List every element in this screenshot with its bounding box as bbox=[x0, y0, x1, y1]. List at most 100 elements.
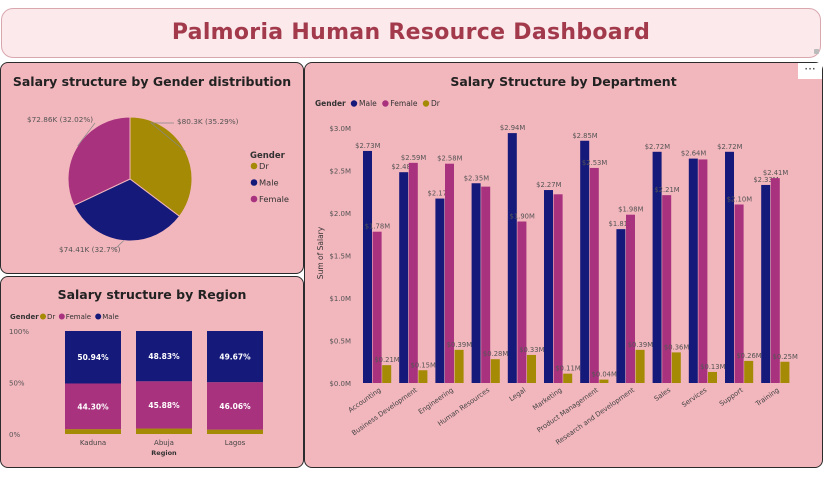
region-panel-title: Salary structure by Region bbox=[57, 287, 247, 302]
region-bar-segment-female[interactable] bbox=[65, 383, 121, 430]
dept-data-label: $0.26M bbox=[736, 352, 761, 360]
region-y-tick: 0% bbox=[9, 431, 20, 439]
dept-bar-dr[interactable] bbox=[490, 359, 500, 383]
dept-bar-female[interactable] bbox=[372, 231, 382, 383]
dept-bar-female[interactable] bbox=[517, 221, 527, 384]
pie-legend-title: Gender bbox=[250, 151, 286, 161]
dept-legend-label-male[interactable]: Male bbox=[359, 99, 377, 108]
region-salary-panel: Salary structure by Region Gender Dr Femal… bbox=[0, 276, 304, 468]
pie-legend-label-dr[interactable]: Dr bbox=[259, 161, 269, 171]
dept-bar-female[interactable] bbox=[589, 167, 599, 383]
dept-bar-male[interactable] bbox=[580, 140, 590, 383]
dept-bar-female[interactable] bbox=[626, 214, 635, 383]
region-legend-marker-dr bbox=[40, 313, 46, 320]
dept-bar-female[interactable] bbox=[662, 195, 672, 383]
dept-bar-male[interactable] bbox=[616, 229, 626, 383]
pie-leader-line bbox=[114, 240, 124, 249]
dept-data-label: $2.17M bbox=[428, 190, 453, 198]
dept-bar-male[interactable] bbox=[507, 133, 517, 383]
dept-data-label: $0.11M bbox=[555, 365, 580, 373]
dept-bar-male[interactable] bbox=[544, 190, 553, 383]
pie-legend-label-male[interactable]: Male bbox=[259, 178, 279, 188]
dept-legend-marker-female bbox=[382, 100, 389, 107]
dept-data-label: $0.28M bbox=[483, 350, 508, 358]
dept-legend-label-female[interactable]: Female bbox=[390, 99, 418, 108]
dept-bar-female[interactable] bbox=[408, 162, 418, 383]
more-options-button[interactable]: ··· bbox=[798, 63, 822, 79]
dept-data-label: $2.58M bbox=[437, 155, 462, 163]
region-data-label: 44.30% bbox=[77, 402, 109, 411]
dept-bar-dr[interactable] bbox=[744, 360, 754, 383]
region-legend-label-dr[interactable]: Dr bbox=[47, 313, 55, 321]
dept-category-label: Legal bbox=[508, 386, 528, 403]
dept-category-label: Accounting bbox=[347, 386, 383, 414]
region-legend-marker-male bbox=[95, 313, 102, 320]
region-bar-segment-male[interactable] bbox=[65, 331, 121, 384]
pie-legend-label-female[interactable]: Female bbox=[259, 194, 289, 204]
dept-bar-male[interactable] bbox=[725, 151, 734, 383]
region-bar-segment-male[interactable] bbox=[136, 331, 192, 382]
region-legend-marker-female bbox=[58, 313, 65, 320]
region-bar-segment-dr[interactable] bbox=[65, 429, 121, 434]
dept-data-label: $2.64M bbox=[681, 150, 706, 158]
dept-bar-female[interactable] bbox=[553, 194, 563, 383]
dept-data-label: $2.33M bbox=[753, 176, 778, 184]
dept-bar-male[interactable] bbox=[363, 150, 372, 383]
gender-panel-title: Salary structure by Gender distribution bbox=[12, 74, 292, 89]
dept-bar-female[interactable] bbox=[445, 163, 454, 383]
dept-data-label: $2.27M bbox=[536, 181, 561, 189]
region-bar-segment-female[interactable] bbox=[136, 381, 192, 429]
pie-label-male: $74.41K (32.7%) bbox=[59, 245, 121, 254]
region-data-label: 45.88% bbox=[148, 401, 180, 410]
dept-bar-female[interactable] bbox=[481, 186, 491, 383]
dept-data-label: $1.90M bbox=[510, 213, 535, 221]
dept-bar-male[interactable] bbox=[471, 183, 481, 383]
dept-bar-male[interactable] bbox=[399, 172, 409, 383]
gender-salary-panel: Salary structure by Gender distribution … bbox=[0, 62, 304, 274]
dept-data-label: $2.48M bbox=[391, 163, 416, 171]
dept-bar-dr[interactable] bbox=[708, 371, 717, 383]
dept-bar-female[interactable] bbox=[734, 204, 744, 384]
dept-category-label: Business Development bbox=[350, 386, 419, 437]
department-bar-chart: Gender Male Female Dr $3.0M $2.5M $2.0M $1.5M $1… bbox=[315, 99, 798, 447]
region-legend-label-male[interactable]: Male bbox=[102, 313, 119, 321]
region-x-axis-title: Region bbox=[151, 449, 177, 457]
dept-bar-dr[interactable] bbox=[599, 379, 609, 383]
scroll-handle[interactable] bbox=[814, 49, 819, 54]
dept-legend-marker-male bbox=[350, 100, 358, 107]
dept-bar-male[interactable] bbox=[761, 184, 771, 383]
dept-bar-dr[interactable] bbox=[563, 373, 573, 383]
dept-bar-dr[interactable] bbox=[635, 349, 645, 383]
dept-category-label: Support bbox=[718, 386, 745, 408]
region-category-label: Abuja bbox=[154, 439, 174, 447]
region-data-label: 50.94% bbox=[77, 353, 109, 362]
region-data-label: 48.83% bbox=[148, 352, 180, 361]
dept-bar-dr[interactable] bbox=[671, 352, 681, 383]
dept-data-label: $1.98M bbox=[618, 206, 643, 214]
region-bar-segment-dr[interactable] bbox=[207, 429, 263, 434]
dept-bar-dr[interactable] bbox=[382, 365, 392, 383]
pie-slice-female[interactable] bbox=[67, 116, 131, 207]
pie-legend-marker-female bbox=[250, 195, 258, 203]
region-y-tick: 100% bbox=[9, 328, 29, 336]
dept-bar-male[interactable] bbox=[688, 158, 698, 383]
dept-bar-dr[interactable] bbox=[418, 370, 428, 383]
dept-data-label: $2.53M bbox=[582, 159, 607, 167]
department-salary-panel: Salary Structure by Department Gender Mal… bbox=[304, 62, 823, 468]
dept-legend-label-dr[interactable]: Dr bbox=[431, 99, 441, 108]
dept-y-tick: $1.0M bbox=[329, 295, 351, 303]
region-legend-label-female[interactable]: Female bbox=[66, 313, 91, 321]
dept-bar-dr[interactable] bbox=[780, 361, 790, 383]
dept-category-label: Product Management bbox=[536, 386, 600, 434]
dept-bar-male[interactable] bbox=[435, 198, 445, 383]
dept-bar-dr[interactable] bbox=[527, 354, 536, 383]
dept-bar-male[interactable] bbox=[652, 151, 662, 383]
region-bar-segment-male[interactable] bbox=[207, 331, 263, 383]
pie-leader-line bbox=[77, 122, 96, 147]
region-bar-segment-female[interactable] bbox=[207, 382, 263, 430]
dept-bar-female[interactable] bbox=[770, 178, 780, 383]
dept-bar-dr[interactable] bbox=[454, 349, 464, 383]
dept-bar-female[interactable] bbox=[698, 159, 708, 383]
dept-data-label: $2.41M bbox=[763, 169, 788, 177]
region-bar-segment-dr[interactable] bbox=[136, 428, 192, 434]
